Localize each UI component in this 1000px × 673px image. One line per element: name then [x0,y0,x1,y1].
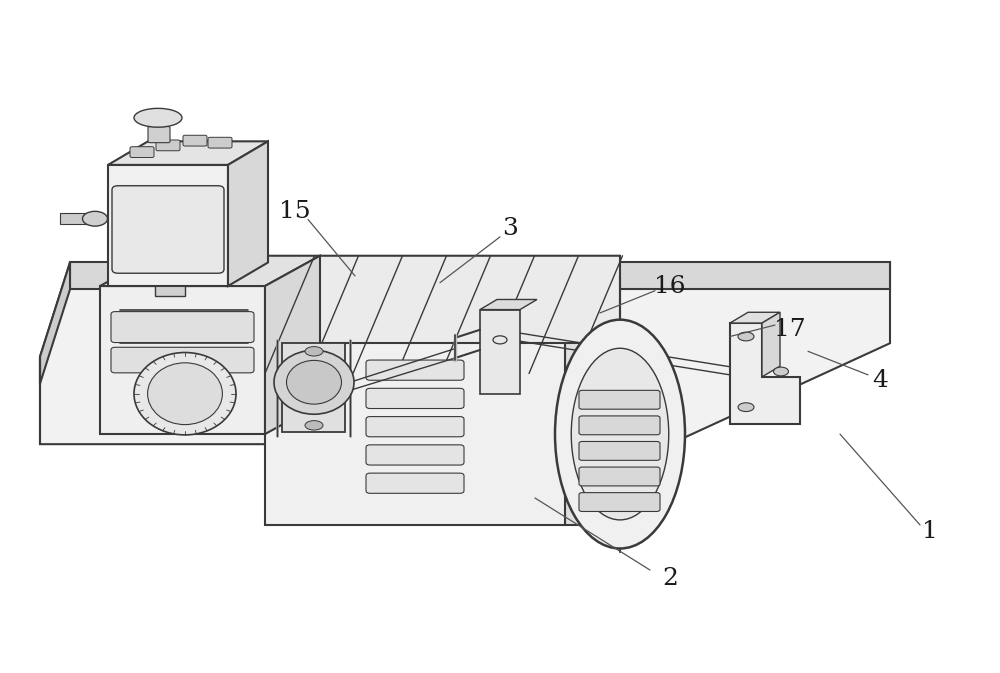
Polygon shape [40,262,890,444]
Ellipse shape [774,367,788,376]
Text: 17: 17 [774,318,806,341]
Polygon shape [228,141,268,286]
Ellipse shape [148,363,222,425]
FancyBboxPatch shape [130,147,154,157]
Ellipse shape [134,108,182,127]
FancyBboxPatch shape [366,417,464,437]
FancyBboxPatch shape [60,213,95,224]
Text: 1: 1 [922,520,938,543]
FancyBboxPatch shape [111,312,254,343]
Ellipse shape [571,349,669,520]
Polygon shape [565,343,620,525]
Ellipse shape [738,402,754,411]
FancyBboxPatch shape [366,445,464,465]
FancyBboxPatch shape [366,360,464,380]
FancyBboxPatch shape [579,416,660,435]
Text: 3: 3 [502,217,518,240]
FancyBboxPatch shape [111,347,254,373]
FancyBboxPatch shape [208,137,232,148]
Text: 2: 2 [662,567,678,590]
Polygon shape [282,343,345,432]
Polygon shape [155,283,185,296]
Polygon shape [730,312,780,323]
FancyBboxPatch shape [183,135,207,146]
Polygon shape [100,286,265,434]
Polygon shape [762,312,780,377]
Text: 16: 16 [654,275,686,297]
FancyBboxPatch shape [148,127,170,143]
Polygon shape [480,299,537,310]
Ellipse shape [305,347,323,356]
Ellipse shape [555,320,685,548]
FancyBboxPatch shape [579,467,660,486]
FancyBboxPatch shape [156,140,180,151]
Ellipse shape [287,361,342,404]
Ellipse shape [134,353,236,435]
FancyBboxPatch shape [579,441,660,460]
Ellipse shape [738,332,754,341]
Polygon shape [70,262,890,289]
FancyBboxPatch shape [366,388,464,409]
Ellipse shape [305,421,323,430]
Text: 15: 15 [279,201,311,223]
Ellipse shape [274,351,354,414]
FancyBboxPatch shape [112,186,224,273]
Polygon shape [730,323,800,424]
Polygon shape [40,262,70,384]
FancyBboxPatch shape [579,493,660,511]
Polygon shape [265,256,320,434]
FancyBboxPatch shape [579,390,660,409]
Polygon shape [150,276,190,283]
FancyBboxPatch shape [366,473,464,493]
Polygon shape [108,141,268,165]
Polygon shape [480,310,520,394]
Text: 4: 4 [872,369,888,392]
Polygon shape [265,343,565,525]
Polygon shape [108,165,228,286]
Polygon shape [265,256,620,374]
Ellipse shape [82,211,108,226]
Polygon shape [100,256,320,286]
